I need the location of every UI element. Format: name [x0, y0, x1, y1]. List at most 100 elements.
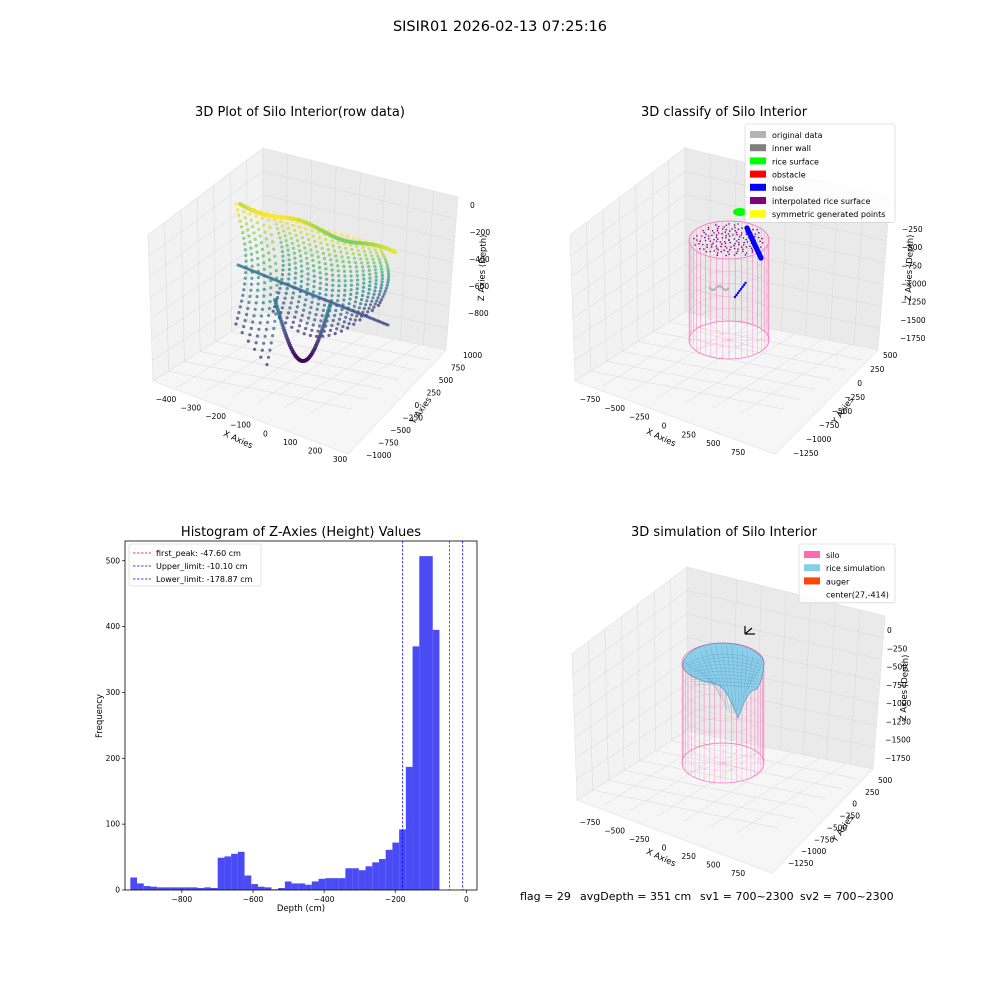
classify-point — [752, 228, 754, 231]
sv2-readout: sv2 = 700~2300 — [800, 890, 894, 903]
raw-point — [282, 229, 286, 233]
raw-point — [386, 278, 390, 282]
raw-point — [297, 324, 302, 328]
raw-point — [361, 269, 365, 273]
raw-point — [334, 254, 338, 258]
classify-point — [706, 244, 708, 246]
raw-point — [234, 322, 238, 326]
classify-point — [712, 242, 714, 244]
raw-point — [243, 318, 247, 323]
classify-point — [715, 245, 718, 247]
raw-point — [260, 307, 264, 311]
raw-point — [268, 300, 272, 304]
histogram-bar — [170, 887, 178, 890]
raw-point — [384, 260, 388, 265]
raw-x-tick: −200 — [205, 412, 226, 421]
raw-point — [295, 305, 299, 309]
raw-point — [302, 332, 306, 336]
classify-point — [742, 250, 744, 253]
histogram-y-tick: 300 — [106, 688, 121, 697]
raw-point — [372, 305, 376, 309]
raw-point — [281, 263, 285, 267]
raw-point — [234, 202, 238, 206]
raw-point — [365, 257, 369, 261]
raw-point — [254, 244, 258, 248]
raw-point — [342, 269, 347, 273]
raw-point — [367, 306, 371, 310]
classify-x-tick: 750 — [731, 448, 746, 457]
classify-point — [725, 236, 727, 239]
classify-point — [742, 244, 745, 246]
histogram-bar — [298, 883, 306, 890]
raw-point — [342, 242, 346, 246]
raw-point — [244, 312, 249, 317]
raw-point — [250, 258, 254, 262]
raw-point — [373, 248, 377, 252]
raw-point — [235, 208, 240, 212]
histogram-bar — [143, 886, 151, 890]
raw-point — [242, 325, 246, 329]
raw-point — [315, 307, 319, 311]
raw-point — [355, 287, 359, 291]
raw-point — [260, 247, 264, 251]
classify-point — [745, 252, 748, 254]
classify-point — [729, 248, 731, 251]
classify-y-tick: 500 — [883, 351, 898, 360]
raw-point — [320, 314, 324, 318]
histogram-bar — [258, 886, 265, 890]
classify-point — [740, 234, 743, 236]
raw-point — [280, 277, 284, 281]
classify-noise-point — [738, 289, 741, 293]
raw-point — [275, 307, 280, 312]
raw-point — [336, 264, 340, 268]
raw-point — [337, 274, 341, 278]
raw-point — [316, 329, 320, 333]
histogram-y-tick: 400 — [106, 622, 121, 631]
raw-point — [267, 313, 271, 318]
raw-point — [266, 320, 270, 324]
raw-point — [318, 271, 322, 275]
raw-point — [313, 239, 317, 243]
raw-point — [262, 287, 266, 291]
raw-point — [305, 261, 309, 266]
histogram-legend: first_peak: -47.60 cm Upper_limit: -10.10… — [128, 543, 262, 587]
histogram-bar — [130, 877, 138, 890]
simulation-x-tick: −750 — [580, 818, 601, 827]
raw-point — [375, 251, 379, 255]
raw-data-3d-plot: 3D Plot of Silo Interior(row data) −400−… — [147, 105, 490, 464]
classify-point — [735, 231, 738, 234]
raw-point — [361, 273, 366, 277]
classify-y-ticks: −1250 −1000 −750 −500 −250 0 250 500 — [793, 351, 898, 458]
status-footer: flag = 29 avgDepth = 351 cm sv1 = 700~23… — [520, 890, 894, 903]
flag-readout: flag = 29 — [520, 890, 571, 903]
raw-point — [381, 295, 385, 299]
raw-point — [317, 236, 322, 240]
raw-point — [263, 230, 267, 234]
histogram-y-tick: 100 — [106, 820, 121, 829]
raw-point — [273, 298, 277, 302]
classify-point — [716, 227, 719, 230]
raw-point — [321, 334, 325, 338]
classify-legend-swatch — [750, 197, 766, 204]
raw-point — [379, 249, 384, 253]
raw-point — [257, 327, 261, 331]
raw-point — [279, 240, 283, 244]
raw-x-tick: −100 — [230, 421, 251, 430]
raw-point — [310, 300, 314, 304]
raw-point — [349, 269, 353, 273]
raw-point — [259, 241, 263, 245]
classify-x-ticks: −750−500 −250 0 250 500 750 — [580, 395, 746, 457]
raw-point — [324, 267, 328, 271]
raw-point — [240, 331, 244, 335]
raw-point — [274, 269, 278, 273]
raw-point — [299, 319, 303, 323]
raw-point — [316, 255, 320, 259]
raw-point — [339, 312, 343, 316]
raw-point — [378, 261, 382, 265]
classify-point — [721, 228, 724, 230]
raw-point — [285, 316, 289, 320]
raw-point — [359, 302, 363, 306]
raw-point — [368, 280, 372, 284]
raw-point — [310, 253, 314, 257]
raw-point — [293, 228, 297, 232]
